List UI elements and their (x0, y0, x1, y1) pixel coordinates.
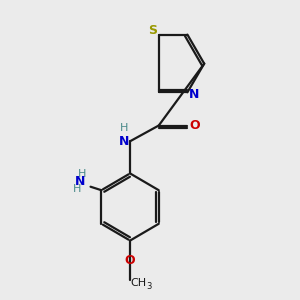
Text: H: H (78, 169, 87, 179)
Text: O: O (125, 254, 135, 267)
Text: CH: CH (131, 278, 147, 288)
Text: H: H (120, 123, 128, 133)
Text: S: S (148, 24, 157, 37)
Text: N: N (189, 88, 200, 100)
Text: 3: 3 (147, 282, 152, 291)
Text: N: N (75, 175, 85, 188)
Text: O: O (190, 119, 200, 132)
Text: N: N (118, 135, 129, 148)
Text: H: H (72, 184, 81, 194)
